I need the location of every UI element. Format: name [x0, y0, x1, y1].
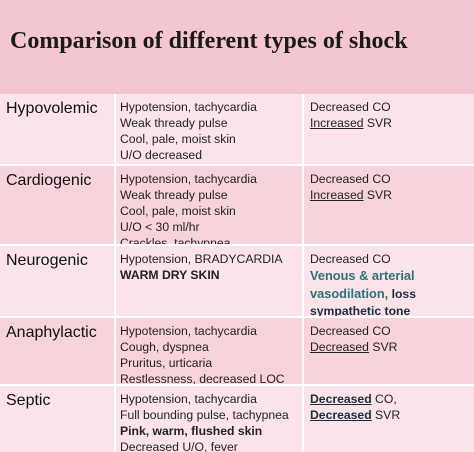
hemodynamics-list: Decreased CO, Decreased SVR	[310, 391, 400, 423]
symptom-item: Cool, pale, moist skin	[120, 204, 236, 218]
hemo-item: Decreased CO	[310, 172, 391, 186]
hemo-item: Decreased CO,	[310, 391, 400, 407]
symptom-item: Hypotension, tachycardia	[120, 100, 257, 114]
hemo-emphasis: Increased	[310, 188, 364, 202]
column-divider	[114, 94, 116, 452]
symptom-item: U/O < 30 ml/hr	[120, 220, 200, 234]
symptom-item: Cough, dyspnea	[120, 340, 209, 354]
row-neurogenic: Neurogenic Hypotension, BRADYCARDIA WARM…	[0, 246, 474, 319]
hemo-item: Decreased CO	[310, 252, 391, 266]
hemo-suffix: loss	[388, 287, 416, 301]
row-divider	[0, 384, 474, 386]
row-septic: Septic Hypotension, tachycardia Full bou…	[0, 386, 474, 452]
hemo-item: Venous & arterial	[310, 268, 415, 283]
symptom-item: Hypotension, BRADYCARDIA	[120, 252, 283, 266]
hemodynamics-list: Decreased CO Decreased SVR	[310, 323, 397, 355]
shock-type-label: Cardiogenic	[6, 172, 92, 189]
hemodynamics-list: Decreased CO Increased SVR	[310, 99, 392, 131]
shock-type-label: Neurogenic	[6, 252, 88, 269]
symptom-item: Hypotension, tachycardia	[120, 392, 257, 406]
column-divider	[302, 94, 304, 452]
hemodynamics-list: Decreased CO Venous & arterial vasodilat…	[310, 251, 416, 319]
shock-type-label: Anaphylactic	[6, 324, 97, 341]
symptom-item: WARM DRY SKIN	[120, 268, 220, 282]
page-title: Comparison of different types of shock	[10, 28, 408, 54]
symptom-list: Hypotension, tachycardia Weak thready pu…	[120, 99, 257, 163]
hemo-item: vasodilation, loss	[310, 285, 416, 303]
hemo-emphasis: vasodilation,	[310, 286, 389, 301]
hemodynamics-list: Decreased CO Increased SVR	[310, 171, 392, 203]
symptom-item: Full bounding pulse, tachypnea	[120, 408, 289, 422]
hemo-suffix: CO,	[371, 392, 397, 406]
symptom-item: Pruritus, urticaria	[120, 356, 213, 370]
row-hypovolemic: Hypovolemic Hypotension, tachycardia Wea…	[0, 94, 474, 164]
shock-type-label: Hypovolemic	[6, 100, 98, 117]
hemo-item: sympathetic tone	[310, 304, 411, 318]
row-cardiogenic: Cardiogenic Hypotension, tachycardia Wea…	[0, 166, 474, 250]
hemo-suffix: SVR	[368, 340, 398, 354]
symptom-list: Hypotension, BRADYCARDIA WARM DRY SKIN	[120, 251, 283, 283]
row-divider	[0, 164, 474, 166]
hemo-suffix: SVR	[363, 116, 392, 130]
hemo-item: Decreased CO	[310, 324, 391, 338]
symptom-item: Weak thready pulse	[120, 116, 228, 130]
hemo-emphasis: Decreased	[310, 392, 372, 406]
symptom-item: Hypotension, tachycardia	[120, 172, 257, 186]
title-band: Comparison of different types of shock	[0, 0, 474, 94]
row-anaphylactic: Anaphylactic Hypotension, tachycardia Co…	[0, 318, 474, 387]
symptom-list: Hypotension, tachycardia Weak thready pu…	[120, 171, 257, 251]
symptom-item: Pink, warm, flushed skin	[120, 424, 263, 438]
symptom-item: Cool, pale, moist skin	[120, 132, 236, 146]
symptom-item: Weak thready pulse	[120, 188, 228, 202]
hemo-suffix: SVR	[363, 188, 392, 202]
hemo-item: Increased SVR	[310, 187, 392, 203]
hemo-item: Decreased SVR	[310, 339, 397, 355]
shock-type-label: Septic	[6, 392, 51, 409]
hemo-emphasis: Increased	[310, 116, 364, 130]
hemo-suffix: SVR	[371, 408, 401, 422]
row-divider	[0, 244, 474, 246]
row-divider	[0, 316, 474, 318]
hemo-emphasis: Decreased	[310, 408, 372, 422]
hemo-emphasis: Decreased	[310, 340, 369, 354]
symptom-item: Decreased U/O, fever	[120, 440, 238, 452]
hemo-item: Decreased SVR	[310, 407, 400, 423]
hemo-item: Decreased CO	[310, 100, 391, 114]
symptom-item: Hypotension, tachycardia	[120, 324, 257, 338]
symptom-list: Hypotension, tachycardia Cough, dyspnea …	[120, 323, 285, 387]
hemo-item: Increased SVR	[310, 115, 392, 131]
symptom-item: Restlessness, decreased LOC	[120, 372, 285, 386]
symptom-item: U/O decreased	[120, 148, 202, 162]
symptom-list: Hypotension, tachycardia Full bounding p…	[120, 391, 289, 452]
